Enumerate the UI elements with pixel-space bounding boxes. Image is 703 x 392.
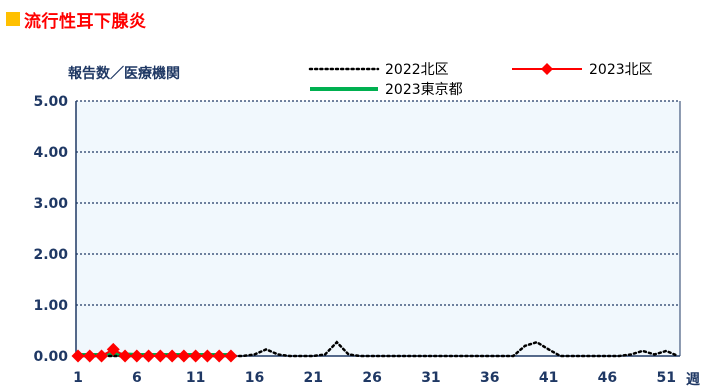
legend-label-2023-tokyo: 2023東京都 bbox=[385, 82, 463, 98]
data-point-2023-kita bbox=[106, 342, 120, 356]
data-point-2023-kita bbox=[130, 349, 144, 363]
y-tick-label: 4.00 bbox=[33, 145, 68, 161]
data-point-2023-kita bbox=[200, 349, 214, 363]
title-square-icon bbox=[6, 12, 20, 26]
y-tick-label: 3.00 bbox=[33, 196, 68, 212]
x-tick-label: 1 bbox=[73, 370, 83, 386]
x-tick-label: 41 bbox=[539, 370, 558, 386]
data-point-2023-kita bbox=[189, 349, 203, 363]
legend-diamond-icon bbox=[541, 63, 553, 75]
legend-label-2022-kita: 2022北区 bbox=[385, 62, 449, 78]
y-tick-label: 2.00 bbox=[33, 247, 68, 263]
x-tick-label: 31 bbox=[421, 370, 440, 386]
plot-area bbox=[76, 101, 680, 356]
x-tick-labels: 1 6 11 16 21 26 31 36 41 46 51 bbox=[73, 370, 676, 386]
x-axis-label: 週 bbox=[686, 372, 700, 388]
y-tick-label: 1.00 bbox=[33, 298, 68, 314]
x-tick-label: 6 bbox=[132, 370, 142, 386]
data-point-2023-kita bbox=[71, 349, 85, 363]
legend-label-2023-kita: 2023北区 bbox=[589, 62, 653, 78]
gridlines bbox=[76, 100, 680, 306]
y-tick-labels: 0.00 1.00 2.00 3.00 4.00 5.00 bbox=[33, 94, 68, 365]
chart-title: 流行性耳下腺炎 bbox=[6, 8, 147, 32]
y-tick-label: 5.00 bbox=[33, 94, 68, 110]
chart-title-text: 流行性耳下腺炎 bbox=[24, 11, 147, 32]
data-point-2023-kita bbox=[153, 349, 167, 363]
x-tick-label: 51 bbox=[656, 370, 675, 386]
legend: 2022北区 2023北区 2023東京都 bbox=[308, 62, 653, 98]
data-point-2023-kita bbox=[224, 349, 238, 363]
data-point-2023-kita bbox=[177, 349, 191, 363]
x-tick-label: 26 bbox=[362, 370, 381, 386]
data-point-2023-kita bbox=[212, 349, 226, 363]
data-point-2023-kita bbox=[95, 349, 109, 363]
data-point-2023-kita bbox=[83, 349, 97, 363]
data-point-2023-kita bbox=[142, 349, 156, 363]
x-tick-label: 21 bbox=[304, 370, 323, 386]
x-tick-label: 36 bbox=[480, 370, 499, 386]
x-tick-label: 11 bbox=[186, 370, 205, 386]
series-layer bbox=[71, 340, 680, 363]
data-point-2023-kita bbox=[118, 349, 132, 363]
y-axis-label: 報告数／医療機関 bbox=[68, 65, 180, 82]
x-tick-label: 46 bbox=[598, 370, 617, 386]
x-tick-label: 16 bbox=[245, 370, 264, 386]
data-point-2023-kita bbox=[165, 349, 179, 363]
y-tick-label: 0.00 bbox=[33, 349, 68, 365]
